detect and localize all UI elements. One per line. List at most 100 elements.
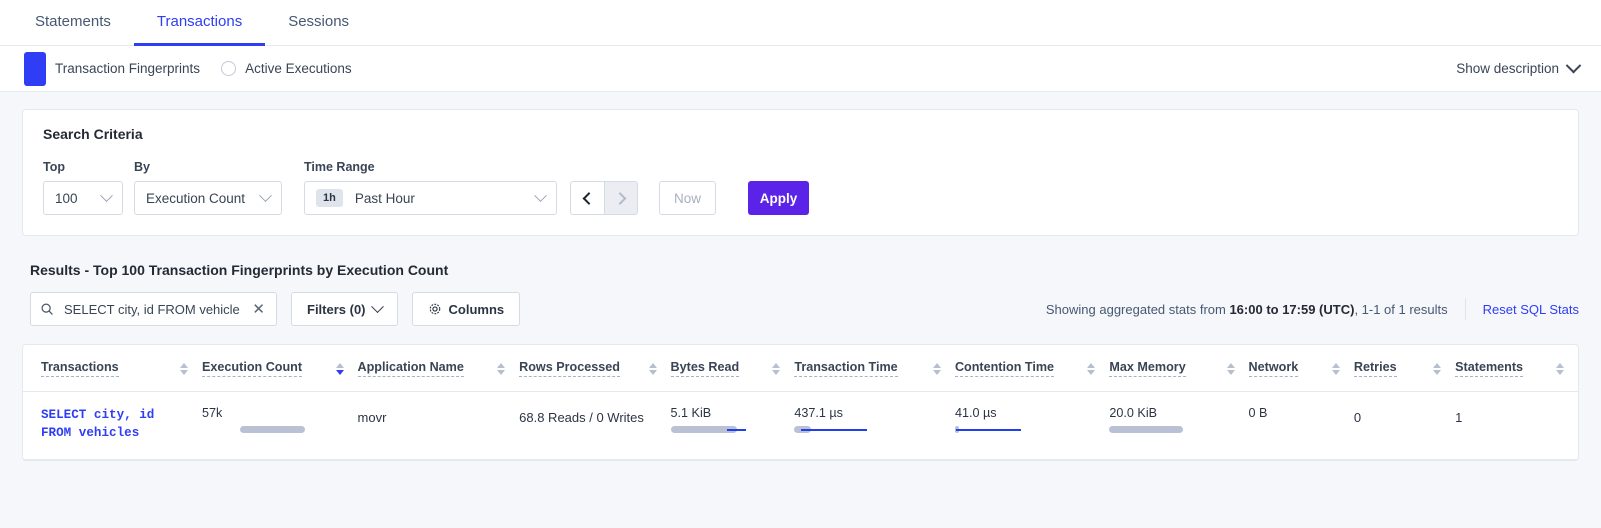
column-header-application-name[interactable]: Application Name	[357, 345, 520, 392]
column-header-contention-time-label: Contention Time	[954, 360, 1055, 377]
column-header-bytes-read-label: Bytes Read	[670, 360, 740, 377]
clear-search-icon[interactable]: ✕	[252, 300, 265, 318]
column-header-statements[interactable]: Statements	[1455, 345, 1578, 392]
cell-retries: 0	[1353, 410, 1362, 425]
column-header-transactions[interactable]: Transactions	[23, 345, 202, 392]
gear-icon	[429, 303, 440, 315]
table-row[interactable]: SELECT city, id FROM vehicles 57k movr 6…	[23, 392, 1578, 460]
showing-stats-text: Showing aggregated stats from 16:00 to 1…	[1046, 302, 1448, 317]
cell-contention-time: 41.0 µs	[954, 392, 1109, 460]
column-header-network[interactable]: Network	[1248, 345, 1354, 392]
sort-toggle-transactions[interactable]	[180, 362, 189, 375]
tab-sessions-label: Sessions	[288, 13, 350, 30]
columns-button[interactable]: Columns	[411, 292, 521, 326]
search-input-wrapper[interactable]: ✕	[30, 292, 277, 326]
view-mode-row: Transaction Fingerprints Active Executio…	[0, 46, 1601, 92]
results-table-card: Transactions Execution Count Application…	[22, 344, 1579, 461]
radio-unselected-icon	[221, 61, 237, 76]
column-header-execution-count[interactable]: Execution Count	[202, 345, 358, 392]
column-header-network-label: Network	[1248, 360, 1299, 377]
previous-period-button[interactable]	[570, 181, 604, 215]
by-value: Execution Count	[146, 190, 246, 206]
results-meta: Showing aggregated stats from 16:00 to 1…	[1046, 298, 1579, 320]
top-label: Top	[43, 160, 65, 174]
chevron-down-icon	[1565, 57, 1582, 74]
cell-execution-count: 57k	[202, 392, 358, 460]
column-header-max-memory-label: Max Memory	[1109, 360, 1186, 377]
sort-toggle-network[interactable]	[1331, 362, 1340, 375]
showing-range: 16:00 to 17:59 (UTC)	[1229, 301, 1355, 317]
cell-bytes-read: 5.1 KiB	[670, 392, 795, 460]
cell-statements: 1	[1455, 410, 1463, 425]
results-toolbar: ✕ Filters (0) Columns Showing aggregated…	[22, 292, 1579, 326]
now-button-label: Now	[673, 190, 701, 206]
reset-sql-stats-link[interactable]: Reset SQL Stats	[1482, 301, 1579, 317]
column-header-retries[interactable]: Retries	[1353, 345, 1455, 392]
view-mode-radio-group: Transaction Fingerprints Active Executio…	[24, 51, 352, 86]
top-select[interactable]: 100	[43, 181, 123, 215]
sort-toggle-execution-count[interactable]	[335, 362, 344, 375]
showing-prefix: Showing aggregated stats from	[1045, 301, 1230, 317]
filters-button[interactable]: Filters (0)	[291, 292, 398, 326]
max-memory-bar	[1109, 426, 1184, 433]
bytes-read-bar	[670, 426, 746, 433]
column-header-execution-count-label: Execution Count	[202, 360, 303, 377]
radio-active-executions[interactable]: Active Executions	[221, 61, 352, 76]
cell-network: 0 B	[1249, 392, 1354, 460]
sort-toggle-retries[interactable]	[1433, 362, 1442, 375]
tab-sessions[interactable]: Sessions	[265, 0, 372, 46]
transaction-line-1: SELECT city, id	[41, 408, 155, 422]
search-criteria-fields: Top 100 By Execution Count Time Range 1h…	[43, 160, 1558, 215]
time-range-stepper	[570, 181, 638, 215]
column-header-statements-label: Statements	[1455, 360, 1524, 377]
sort-toggle-application-name[interactable]	[497, 362, 506, 375]
sort-toggle-max-memory[interactable]	[1226, 362, 1235, 375]
chevron-right-icon	[613, 191, 626, 205]
column-header-contention-time[interactable]: Contention Time	[954, 345, 1109, 392]
execution-count-value: 57k	[202, 406, 223, 420]
next-period-button[interactable]	[604, 181, 638, 215]
by-select[interactable]: Execution Count	[134, 181, 282, 215]
transaction-link[interactable]: SELECT city, id FROM vehicles	[41, 406, 202, 443]
main-tab-bar: Statements Transactions Sessions	[0, 0, 1601, 46]
apply-button-label: Apply	[759, 190, 798, 206]
sort-toggle-statements[interactable]	[1556, 362, 1564, 375]
top-field: Top 100	[43, 160, 123, 215]
column-header-transaction-time[interactable]: Transaction Time	[794, 345, 955, 392]
column-header-rows-processed[interactable]: Rows Processed	[519, 345, 670, 392]
chevron-down-icon	[100, 188, 113, 202]
column-header-max-memory[interactable]: Max Memory	[1109, 345, 1248, 392]
chevron-left-icon	[582, 191, 596, 205]
time-range-select[interactable]: 1h Past Hour	[304, 181, 557, 215]
sort-toggle-bytes-read[interactable]	[772, 362, 781, 375]
search-criteria-title: Search Criteria	[43, 126, 143, 142]
now-button[interactable]: Now	[659, 181, 716, 215]
cell-max-memory: 20.0 KiB	[1109, 392, 1248, 460]
radio-selected-icon	[24, 51, 46, 86]
results-title: Results - Top 100 Transaction Fingerprin…	[30, 262, 449, 278]
tab-transactions[interactable]: Transactions	[133, 0, 266, 46]
apply-button[interactable]: Apply	[748, 181, 809, 215]
column-header-transaction-time-label: Transaction Time	[794, 360, 898, 377]
meta-divider	[1464, 298, 1466, 320]
transaction-time-value: 437.1 µs	[794, 406, 843, 420]
show-description-label: Show description	[1456, 61, 1559, 76]
cell-rows-processed: 68.8 Reads / 0 Writes	[519, 410, 644, 425]
by-label: By	[134, 160, 150, 174]
sort-toggle-contention-time[interactable]	[1087, 362, 1096, 375]
columns-button-label: Columns	[448, 301, 505, 317]
show-description-toggle[interactable]: Show description	[1456, 57, 1582, 76]
column-header-transactions-label: Transactions	[41, 360, 119, 377]
search-input[interactable]	[62, 300, 243, 318]
table-header-row: Transactions Execution Count Application…	[23, 345, 1578, 392]
filters-button-label: Filters (0)	[307, 301, 366, 317]
tab-transactions-label: Transactions	[156, 13, 243, 30]
tab-statements[interactable]: Statements	[12, 0, 134, 46]
column-header-bytes-read[interactable]: Bytes Read	[670, 345, 795, 392]
sort-toggle-rows-processed[interactable]	[648, 362, 657, 375]
by-field: By Execution Count	[134, 160, 282, 215]
radio-transaction-fingerprints[interactable]: Transaction Fingerprints	[24, 51, 200, 86]
sort-toggle-transaction-time[interactable]	[932, 362, 941, 375]
chevron-down-icon	[534, 188, 547, 202]
chevron-down-icon	[370, 299, 384, 313]
